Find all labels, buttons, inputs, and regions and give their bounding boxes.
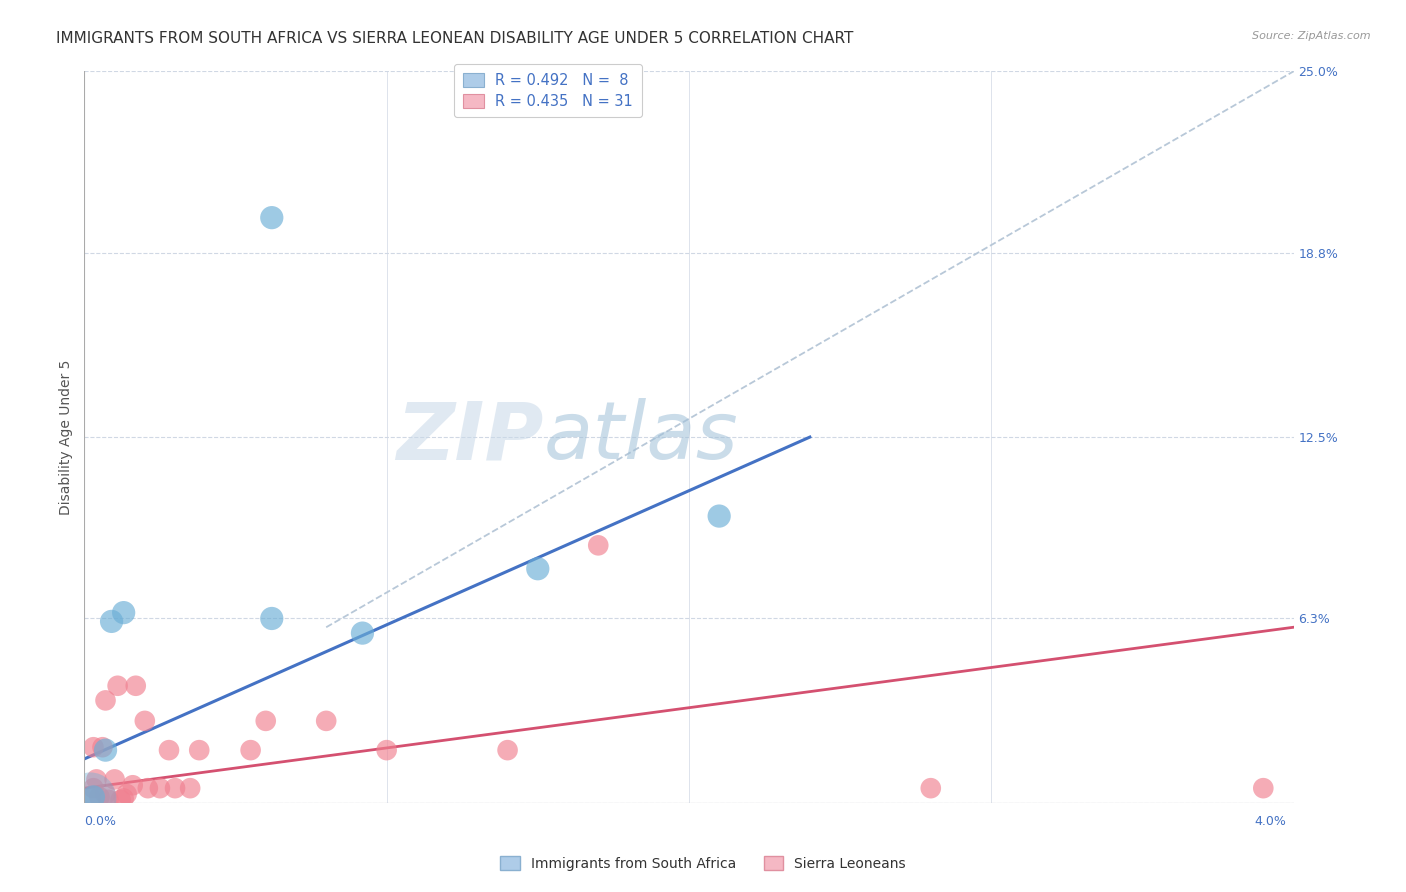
Text: IMMIGRANTS FROM SOUTH AFRICA VS SIERRA LEONEAN DISABILITY AGE UNDER 5 CORRELATIO: IMMIGRANTS FROM SOUTH AFRICA VS SIERRA L… [56,31,853,46]
Point [82,789,104,804]
Point [134,714,156,728]
Point [588,538,610,552]
Point [125,679,148,693]
Point [254,714,277,728]
Point [315,714,337,728]
Point [112,791,135,805]
Point [112,606,135,620]
Point [97,793,120,807]
Point [239,743,262,757]
Point [1253,781,1275,796]
Point [82,740,104,755]
Point [260,611,283,625]
Point [104,772,127,787]
Point [79,791,101,805]
Text: 4.0%: 4.0% [1254,815,1286,828]
Point [82,781,104,796]
Point [89,789,111,804]
Legend: R = 0.492   N =  8, R = 0.435   N = 31: R = 0.492 N = 8, R = 0.435 N = 31 [454,64,641,118]
Point [91,740,114,755]
Y-axis label: Disability Age Under 5: Disability Age Under 5 [59,359,73,515]
Point [188,743,211,757]
Text: ZIP: ZIP [396,398,544,476]
Point [157,743,180,757]
Point [920,781,942,796]
Point [94,787,117,801]
Legend: Immigrants from South Africa, Sierra Leoneans: Immigrants from South Africa, Sierra Leo… [495,851,911,876]
Point [496,743,519,757]
Point [115,787,138,801]
Point [352,626,374,640]
Point [709,509,731,524]
Point [136,781,159,796]
Text: atlas: atlas [544,398,738,476]
Point [100,615,122,629]
Point [260,211,283,225]
Point [94,693,117,707]
Point [149,781,172,796]
Text: 0.0%: 0.0% [84,815,117,828]
Point [79,791,101,805]
Point [86,772,108,787]
Point [121,778,143,792]
Point [375,743,398,757]
Point [179,781,201,796]
Text: Source: ZipAtlas.com: Source: ZipAtlas.com [1253,31,1371,41]
Point [110,793,132,807]
Point [165,781,187,796]
Point [107,679,129,693]
Point [94,743,117,757]
Point [527,562,550,576]
